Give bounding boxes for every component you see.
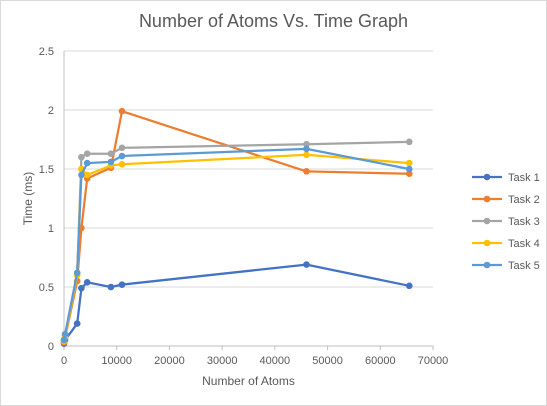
series-line xyxy=(62,263,410,344)
data-point xyxy=(78,153,85,161)
x-tick-label: 60000 xyxy=(365,355,396,367)
legend-marker xyxy=(483,261,491,269)
data-point xyxy=(303,145,310,153)
x-tick-label: 70000 xyxy=(418,355,449,367)
x-tick-label: 0 xyxy=(61,355,67,367)
data-point xyxy=(405,159,413,167)
data-point xyxy=(73,320,81,327)
data-point xyxy=(118,144,126,152)
data-point xyxy=(107,158,115,166)
y-tick-label: 1 xyxy=(48,223,54,235)
data-point xyxy=(83,278,91,286)
series-task-1 xyxy=(60,261,413,347)
data-point xyxy=(405,165,413,173)
series-task-4 xyxy=(60,151,413,345)
legend-marker xyxy=(483,173,491,181)
data-point xyxy=(118,107,126,115)
legend-item-task-4: Task 4 xyxy=(472,238,540,250)
x-tick-label: 50000 xyxy=(312,355,343,367)
legend-marker xyxy=(483,217,491,225)
data-point xyxy=(303,140,310,148)
y-tick-label: 2 xyxy=(48,105,54,117)
data-point xyxy=(118,152,126,160)
series-line xyxy=(62,153,410,342)
y-tick-label: 0.5 xyxy=(39,282,54,294)
series-task-5 xyxy=(60,145,413,344)
data-point xyxy=(303,261,310,268)
legend-label: Task 2 xyxy=(508,194,540,206)
x-tick-label: 20000 xyxy=(154,355,185,367)
data-point xyxy=(78,171,85,179)
chart-title: Number of Atoms Vs. Time Graph xyxy=(138,11,409,31)
x-tick-label: 10000 xyxy=(101,355,132,367)
data-point xyxy=(73,269,81,277)
data-point xyxy=(107,150,115,157)
legend-item-task-1: Task 1 xyxy=(472,172,540,184)
data-point xyxy=(83,150,91,157)
data-point xyxy=(118,281,126,288)
y-tick-label: 2.5 xyxy=(39,46,54,58)
series-line xyxy=(62,147,410,341)
legend-item-task-5: Task 5 xyxy=(472,260,540,272)
data-point xyxy=(83,171,91,179)
x-tick-label: 30000 xyxy=(207,355,238,367)
data-point xyxy=(60,336,68,344)
data-point xyxy=(303,151,310,159)
x-axis-title: Number of Atoms xyxy=(202,374,295,388)
data-point xyxy=(303,168,310,175)
x-tick-label: 40000 xyxy=(260,355,291,367)
data-point xyxy=(405,170,413,178)
legend-label: Task 4 xyxy=(508,238,540,250)
legend-marker xyxy=(483,239,491,247)
data-point xyxy=(107,283,115,291)
data-point xyxy=(78,284,85,292)
data-point xyxy=(61,330,69,338)
data-point xyxy=(405,138,413,146)
legend-label: Task 1 xyxy=(508,172,540,184)
data-point xyxy=(83,159,91,167)
y-axis-title: Time (ms) xyxy=(21,172,35,226)
y-tick-label: 1.5 xyxy=(39,164,54,176)
legend-marker xyxy=(483,195,491,203)
legend-label: Task 5 xyxy=(508,260,540,272)
legend-item-task-2: Task 2 xyxy=(472,194,540,206)
legend-label: Task 3 xyxy=(508,216,540,228)
y-tick-label: 0 xyxy=(48,341,54,353)
legend-item-task-3: Task 3 xyxy=(472,216,540,228)
data-point xyxy=(405,282,413,290)
data-point xyxy=(118,160,126,168)
